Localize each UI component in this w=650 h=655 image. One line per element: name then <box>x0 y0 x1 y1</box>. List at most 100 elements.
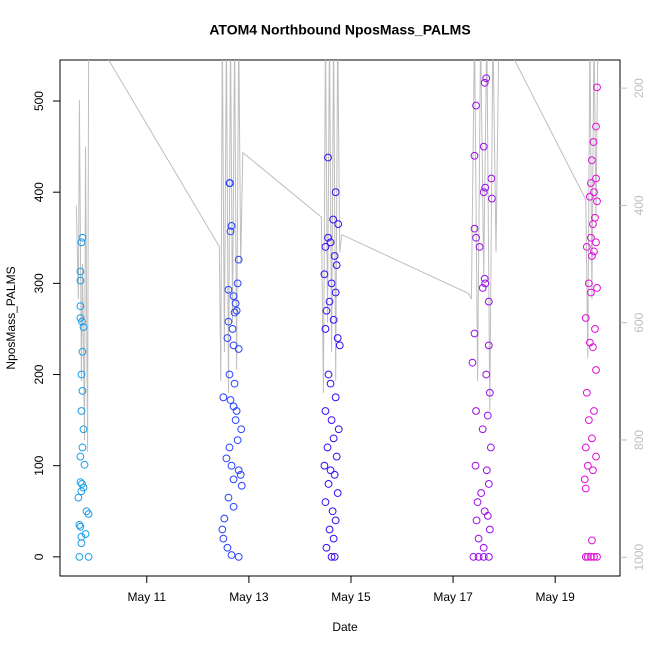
point <box>482 370 491 379</box>
point <box>229 292 238 301</box>
x-tick-label: May 17 <box>433 590 473 604</box>
point <box>472 233 480 242</box>
point <box>589 466 597 475</box>
point <box>474 534 483 543</box>
point <box>590 247 598 256</box>
point <box>320 270 329 279</box>
point <box>321 325 330 333</box>
point <box>225 370 234 379</box>
point <box>75 521 84 529</box>
point <box>588 434 596 443</box>
point <box>479 552 488 561</box>
point <box>226 396 235 404</box>
point <box>78 233 87 242</box>
point <box>223 543 232 552</box>
y-tick-label: 200 <box>32 364 46 384</box>
point <box>584 416 593 425</box>
point <box>237 425 246 434</box>
point <box>226 179 234 187</box>
point <box>322 543 331 552</box>
y-tick-label: 400 <box>32 182 46 202</box>
point <box>225 443 234 452</box>
point <box>321 407 330 415</box>
point <box>329 534 338 543</box>
point <box>327 416 336 425</box>
point <box>330 552 339 561</box>
point <box>324 153 332 162</box>
point <box>590 552 598 561</box>
point <box>331 188 340 197</box>
point <box>234 552 243 561</box>
point <box>76 302 85 311</box>
x-tick-label: May 15 <box>331 590 371 604</box>
point <box>78 317 86 326</box>
point <box>333 489 342 497</box>
point <box>481 279 490 288</box>
x-axis-label: Date <box>332 620 358 634</box>
point <box>583 461 592 470</box>
point <box>581 443 590 452</box>
point <box>76 314 85 322</box>
point <box>487 194 496 203</box>
point <box>326 238 335 247</box>
point <box>592 366 600 374</box>
point <box>588 536 596 545</box>
point <box>321 498 330 507</box>
point <box>77 407 86 415</box>
point <box>593 83 601 92</box>
point <box>472 407 480 415</box>
point <box>232 407 241 415</box>
point <box>234 345 243 353</box>
point <box>227 461 236 470</box>
y2-tick-label: 400 <box>632 195 646 215</box>
point <box>229 341 238 350</box>
point <box>224 317 233 326</box>
point <box>84 552 93 561</box>
chart-title: ATOM4 Northbound NposMass_PALMS <box>209 22 470 38</box>
point <box>583 552 592 561</box>
point <box>233 436 242 445</box>
point <box>584 279 593 288</box>
point <box>227 222 236 230</box>
point <box>324 233 332 242</box>
point <box>474 552 483 561</box>
point <box>219 534 228 543</box>
point <box>483 511 492 520</box>
y-tick-label: 100 <box>32 455 46 475</box>
point <box>234 255 243 264</box>
point <box>326 466 335 475</box>
point <box>587 179 595 187</box>
point <box>334 220 343 228</box>
point <box>77 238 86 247</box>
x-tick-label: May 19 <box>535 590 575 604</box>
point <box>486 443 495 452</box>
point <box>484 552 493 561</box>
point <box>470 151 479 160</box>
point <box>228 325 237 333</box>
point <box>472 101 480 110</box>
x-tick-label: May 11 <box>128 590 167 604</box>
point <box>592 452 600 461</box>
point <box>75 552 84 561</box>
point <box>323 443 332 452</box>
point <box>582 388 591 397</box>
point <box>79 323 88 332</box>
point <box>582 242 591 251</box>
point <box>234 466 243 475</box>
point <box>588 252 596 260</box>
point <box>325 297 334 306</box>
point <box>84 510 93 518</box>
point <box>78 443 87 452</box>
point <box>470 224 479 233</box>
point <box>589 138 598 146</box>
point <box>589 220 597 228</box>
point <box>593 197 601 206</box>
point <box>479 188 488 197</box>
point <box>77 487 86 496</box>
point <box>587 552 595 561</box>
point <box>81 530 90 538</box>
point <box>325 525 334 534</box>
point <box>329 215 338 224</box>
